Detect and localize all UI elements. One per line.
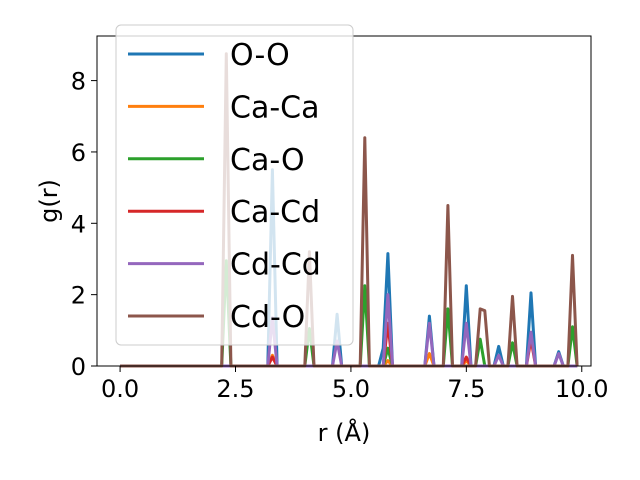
x-tick-label: 5.0 bbox=[332, 375, 370, 403]
legend-box bbox=[115, 24, 354, 346]
x-axis: 0.0 2.5 5.0 7.5 10.0 bbox=[101, 366, 608, 403]
y-axis-label: g(r) bbox=[35, 179, 63, 223]
legend-label: Cd-Cd bbox=[230, 248, 321, 283]
legend-label: Ca-O bbox=[230, 143, 305, 178]
legend-label: Ca-Cd bbox=[230, 195, 320, 230]
y-tick-label: 4 bbox=[71, 210, 86, 238]
x-tick-label: 2.5 bbox=[216, 375, 254, 403]
x-tick-label: 0.0 bbox=[101, 375, 139, 403]
y-axis: 0 2 4 6 8 bbox=[71, 68, 97, 381]
legend-label: O-O bbox=[230, 38, 290, 73]
legend-label: Ca-Ca bbox=[230, 90, 320, 125]
y-tick-label: 8 bbox=[71, 68, 86, 96]
x-tick-label: 7.5 bbox=[447, 375, 485, 403]
y-tick-label: 0 bbox=[71, 353, 86, 381]
legend-label: Cd-O bbox=[230, 300, 305, 335]
y-tick-label: 2 bbox=[71, 282, 86, 310]
legend: O-O Ca-Ca Ca-O Ca-Cd Cd-Cd Cd-O bbox=[115, 24, 354, 346]
x-tick-label: 10.0 bbox=[555, 375, 608, 403]
y-tick-label: 6 bbox=[71, 139, 86, 167]
x-axis-label: r (Å) bbox=[318, 418, 371, 447]
